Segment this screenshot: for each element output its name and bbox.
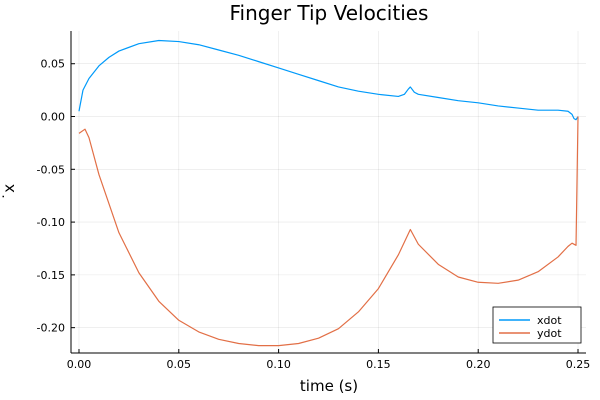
legend-label-xdot: xdot	[537, 314, 562, 327]
y-axis-label: ˙x	[0, 184, 18, 201]
chart-title: Finger Tip Velocities	[230, 1, 429, 25]
series-line-xdot	[78, 39, 579, 121]
y-tick-label: -0.05	[37, 163, 65, 176]
y-tick-label: 0.00	[41, 111, 66, 124]
legend-box	[492, 306, 582, 344]
x-tick-label: 0.25	[566, 358, 591, 371]
x-tick-label: 0.05	[167, 358, 192, 371]
y-tick-label: -0.20	[37, 322, 65, 335]
axes	[70, 31, 586, 354]
legend-label-ydot: ydot	[537, 327, 562, 340]
x-tick-label: 0.10	[266, 358, 291, 371]
ticks: 0.00 0.05 0.10 0.15 0.20 0.25 0.05 0.00 -0.05 -0.…	[37, 58, 591, 371]
x-tick-label: 0.20	[466, 358, 491, 371]
x-tick-label: 0.15	[366, 358, 391, 371]
series-lines	[78, 39, 579, 347]
x-axis-label: time (s)	[300, 377, 358, 395]
y-tick-label: -0.15	[37, 269, 65, 282]
grid	[71, 31, 586, 353]
y-tick-label: -0.10	[37, 216, 65, 229]
legend: xdot ydot	[492, 306, 582, 344]
x-tick-label: 0.00	[67, 358, 92, 371]
series-line-ydot	[78, 116, 579, 347]
y-tick-label: 0.05	[41, 58, 66, 71]
